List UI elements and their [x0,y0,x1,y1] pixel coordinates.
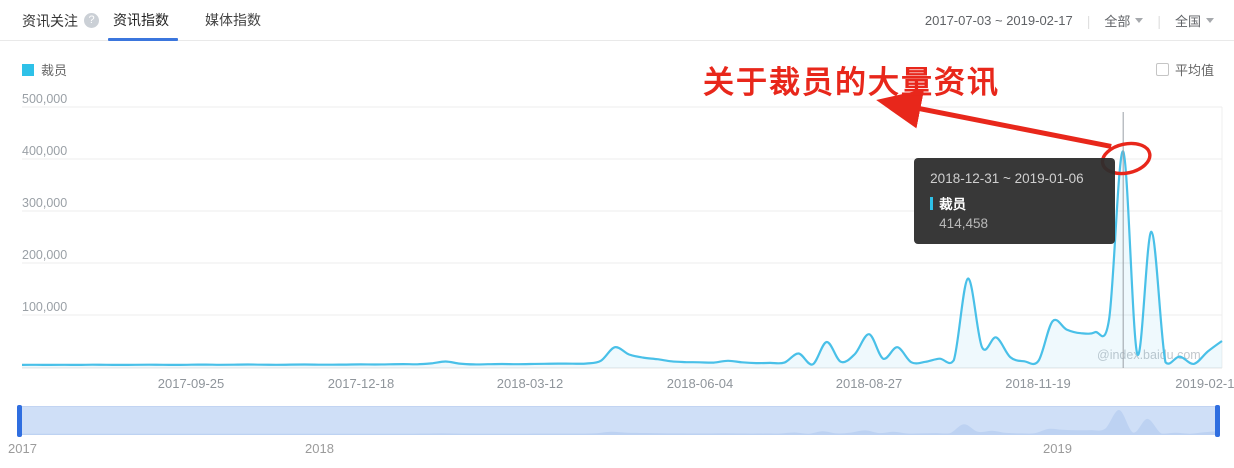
tooltip-date-range: 2018-12-31 ~ 2019-01-06 [930,171,1084,186]
annotation-text: 关于裁员的大量资讯 [703,65,1000,100]
date-range: 2017-07-03 ~ 2019-02-17 [924,13,1073,28]
slider-handle-left[interactable] [17,405,22,437]
x-axis-label: 2018-03-12 [496,376,564,391]
x-axis-label: 2018-11-19 [1005,376,1071,391]
year-label: 2017 [8,441,37,456]
y-axis-label: 200,000 [22,248,68,262]
section-title: 资讯关注 [22,12,78,29]
tooltip-series-row: 裁员 [930,193,1099,213]
year-label: 2018 [305,441,334,456]
legend-label: 裁员 [41,63,68,78]
slider-mini-chart [18,409,1218,435]
timeline-slider[interactable] [17,405,1220,437]
series-line [21,150,1223,366]
annotation-arrow [876,89,1112,149]
region-dropdown-label: 全国 [1174,14,1201,29]
average-toggle[interactable]: 平均值 [1155,60,1214,79]
x-axis-label: 2018-08-27 [835,376,903,391]
y-axis-label: 400,000 [22,144,68,158]
checkbox-icon[interactable] [1155,63,1169,76]
region-dropdown[interactable]: 全国 [1175,11,1214,30]
category-dropdown-label: 全部 [1104,14,1131,29]
divider: | [1157,12,1161,29]
x-axis-label: 2019-02-11 [1175,376,1234,391]
tooltip: 2018-12-31 ~ 2019-01-06 裁员 414,458 [914,158,1116,244]
y-axis-label: 100,000 [22,300,68,314]
tooltip-series-name: 裁员 [939,197,967,212]
x-axis-label: 2017-09-25 [157,376,225,391]
divider: | [1086,12,1091,29]
legend-item-caiyuan[interactable]: 裁员 [22,60,67,79]
tab-media-index[interactable]: 媒体指数 [205,12,261,28]
mini-series-area [18,409,1218,435]
year-label: 2019 [1043,441,1072,456]
chevron-down-icon [1206,18,1214,23]
average-label: 平均值 [1174,63,1214,78]
category-dropdown[interactable]: 全部 [1104,11,1144,30]
section-title-group: 资讯关注 ? [22,0,99,41]
help-icon[interactable]: ? [84,13,99,28]
header-controls: 2017-07-03 ~ 2019-02-17 | 全部 | 全国 [925,0,1214,41]
tooltip-value: 414,458 [939,216,988,231]
y-axis-label: 300,000 [22,196,68,210]
active-tab-underline [108,38,178,41]
x-axis-label: 2017-12-18 [327,376,395,391]
slider-handle-right[interactable] [1215,405,1220,437]
tooltip-series-color-bar [930,196,934,210]
y-axis-label: 500,000 [22,92,68,106]
header: 资讯关注 ? 资讯指数 媒体指数 2017-07-03 ~ 2019-02-17… [0,0,1234,41]
chevron-down-icon [1135,18,1144,23]
tab-news-index[interactable]: 资讯指数 [113,12,169,28]
legend-color-swatch [22,63,34,76]
series-area [22,151,1222,368]
x-axis-label: 2018-06-04 [666,376,734,391]
